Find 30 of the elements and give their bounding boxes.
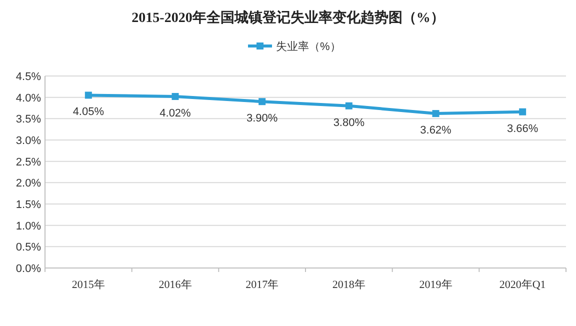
point bbox=[519, 108, 526, 116]
data-label: 4.02% bbox=[160, 107, 192, 120]
y-tick-label: 1.5% bbox=[16, 199, 42, 211]
chart-title: 2015-2020年全国城镇登记失业率变化趋势图（%） bbox=[132, 9, 444, 26]
x-tick-label: 2017年 bbox=[246, 279, 279, 291]
data-label: 4.05% bbox=[72, 106, 104, 118]
data-label: 3.90% bbox=[246, 112, 278, 125]
legend-label: 失业率（%） bbox=[276, 40, 341, 53]
y-tick-label: 0.5% bbox=[16, 242, 42, 254]
y-tick-label: 4.5% bbox=[16, 71, 42, 83]
y-tick-label: 4.0% bbox=[16, 92, 42, 104]
point bbox=[172, 92, 179, 100]
point bbox=[258, 98, 266, 106]
y-tick-label: 3.0% bbox=[16, 135, 42, 147]
y-tick-label: 2.5% bbox=[16, 156, 42, 168]
x-tick-label: 2019年 bbox=[419, 279, 452, 291]
y-tick-label: 3.5% bbox=[16, 114, 42, 126]
data-label: 3.66% bbox=[506, 122, 538, 135]
point bbox=[84, 92, 92, 99]
data-label: 3.80% bbox=[333, 116, 365, 129]
x-tick-label: 2018年 bbox=[332, 279, 366, 291]
y-tick-label: 1.0% bbox=[16, 220, 42, 232]
y-tick-label: 2.0% bbox=[16, 178, 42, 190]
x-tick-label: 2020年Q1 bbox=[499, 279, 546, 291]
x-tick-label: 2016年 bbox=[158, 279, 192, 291]
y-tick-label: 0.0% bbox=[16, 263, 42, 275]
point bbox=[432, 110, 440, 118]
point bbox=[345, 102, 352, 110]
data-label: 3.62% bbox=[420, 124, 452, 137]
x-tick-label: 2015年 bbox=[72, 279, 105, 291]
